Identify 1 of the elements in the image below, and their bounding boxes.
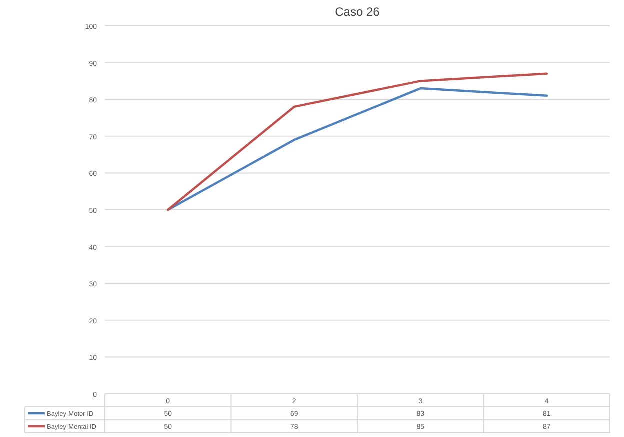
chart-title: Caso 26 [335, 5, 380, 19]
